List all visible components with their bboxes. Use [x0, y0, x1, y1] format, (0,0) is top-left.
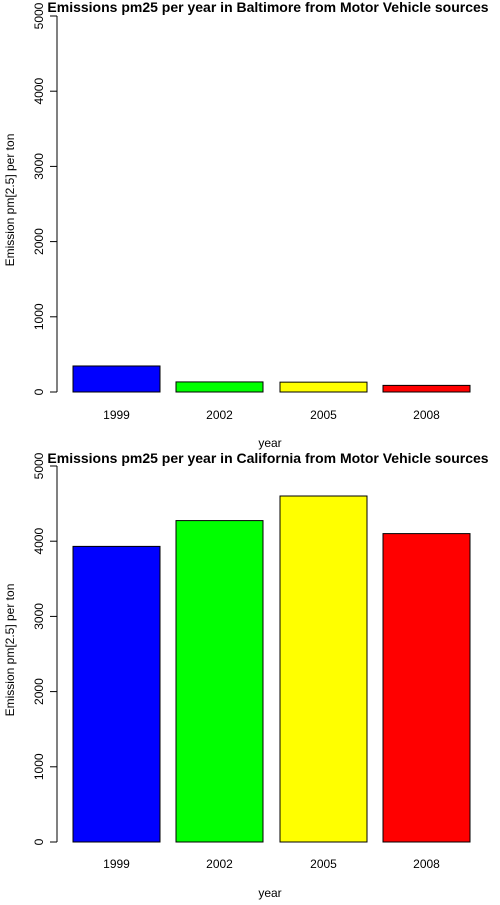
- x-category-label: 1999: [103, 408, 130, 422]
- x-category-label: 2002: [206, 408, 233, 422]
- bar-2005: [279, 381, 368, 393]
- y-axis-label: Emission pm[2.5] per ton: [3, 134, 17, 267]
- chart-title: Emissions pm25 per year in California fr…: [47, 450, 488, 466]
- y-tick-label: 5000: [32, 2, 46, 29]
- x-axis-label: year: [258, 886, 281, 900]
- y-tick-label: 1000: [32, 753, 46, 780]
- y-tick-label: 4000: [32, 528, 46, 555]
- y-tick-label: 1000: [32, 303, 46, 330]
- x-category-label: 2008: [413, 408, 440, 422]
- y-tick-label: 2000: [32, 228, 46, 255]
- bar-2008: [382, 384, 471, 393]
- bar-2005: [279, 495, 368, 843]
- y-axis-label: Emission pm[2.5] per ton: [3, 584, 17, 717]
- chart-panel-1: Emissions pm25 per year in Baltimore fro…: [3, 0, 489, 450]
- y-tick-label: 3000: [32, 153, 46, 180]
- bar-1999: [72, 365, 161, 393]
- x-category-label: 1999: [103, 857, 130, 871]
- x-axis-label: year: [258, 436, 281, 450]
- y-tick-label: 2000: [32, 678, 46, 705]
- x-category-label: 2005: [310, 857, 337, 871]
- x-category-label: 2008: [413, 857, 440, 871]
- y-tick-label: 3000: [32, 603, 46, 630]
- y-tick-label: 5000: [32, 452, 46, 479]
- chart-panel-2: Emissions pm25 per year in California fr…: [3, 450, 489, 900]
- bar-2002: [175, 381, 264, 393]
- bar-1999: [72, 545, 161, 843]
- bar-2002: [175, 520, 264, 843]
- chart-title: Emissions pm25 per year in Baltimore fro…: [47, 0, 488, 15]
- y-tick-label: 4000: [32, 78, 46, 105]
- y-tick-label: 0: [32, 838, 46, 845]
- x-category-label: 2002: [206, 857, 233, 871]
- bar-2008: [382, 533, 471, 843]
- y-tick-label: 0: [32, 388, 46, 395]
- x-category-label: 2005: [310, 408, 337, 422]
